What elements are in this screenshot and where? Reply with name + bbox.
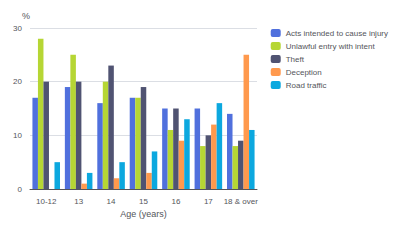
svg-text:14: 14: [107, 197, 116, 206]
svg-text:16: 16: [171, 197, 180, 206]
svg-text:30: 30: [13, 24, 22, 33]
svg-text:10: 10: [13, 131, 22, 140]
svg-text:Age (years): Age (years): [120, 209, 167, 219]
svg-text:Unlawful entry with intent: Unlawful entry with intent: [286, 42, 376, 51]
svg-text:18 & over: 18 & over: [224, 197, 259, 206]
svg-text:Acts intended to cause injury: Acts intended to cause injury: [286, 29, 388, 38]
svg-text:15: 15: [139, 197, 148, 206]
svg-text:17: 17: [204, 197, 213, 206]
svg-text:10-12: 10-12: [36, 197, 57, 206]
svg-text:Theft: Theft: [286, 55, 305, 64]
svg-text:%: %: [22, 11, 30, 21]
svg-text:Road traffic: Road traffic: [286, 81, 327, 90]
svg-text:20: 20: [13, 77, 22, 86]
svg-text:13: 13: [74, 197, 83, 206]
svg-text:Deception: Deception: [286, 68, 322, 77]
svg-text:0: 0: [18, 185, 23, 194]
